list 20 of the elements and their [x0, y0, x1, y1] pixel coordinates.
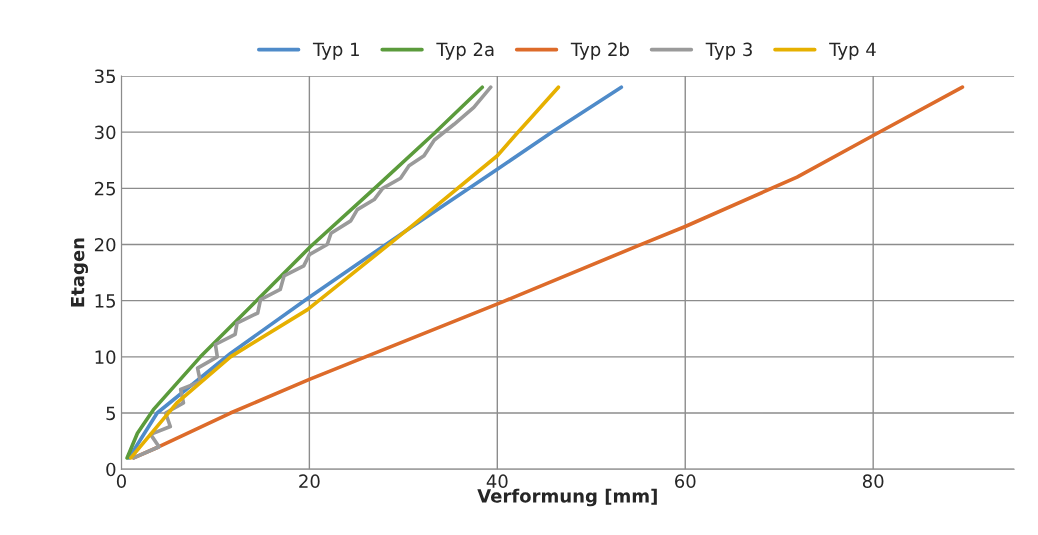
x-tick-label: 20	[299, 474, 320, 489]
legend-label: Typ 1	[312, 42, 359, 60]
y-tick-label: 25	[94, 181, 116, 196]
y-tick-label: 35	[94, 69, 116, 84]
y-tick-label: 10	[95, 350, 116, 364]
x-axis-title: Verformung [mm]	[477, 488, 657, 507]
legend-label: Typ 4	[829, 42, 876, 60]
y-tick-label: 0	[106, 462, 116, 477]
legend-label: Typ 3	[705, 42, 752, 60]
x-tick-label: 60	[675, 474, 696, 489]
y-tick-label: 15	[95, 294, 116, 308]
y-axis-title: Etagen	[70, 238, 89, 307]
legend-label: Typ 2b	[570, 42, 629, 60]
x-tick-label: 80	[862, 474, 884, 489]
legend-label: Typ 2a	[436, 42, 494, 60]
x-tick-label: 40	[486, 474, 508, 489]
y-tick-label: 5	[106, 406, 116, 421]
y-tick-label: 20	[94, 237, 116, 252]
x-tick-label: 0	[116, 474, 126, 489]
y-tick-label: 30	[94, 125, 116, 140]
